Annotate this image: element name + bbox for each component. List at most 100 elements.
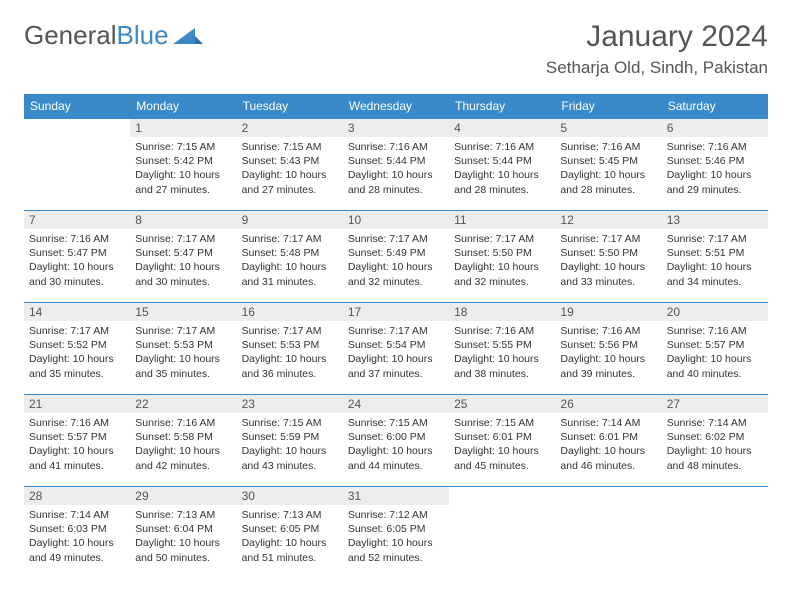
day-number: 15 [130,303,236,321]
calendar-day-cell [449,487,555,579]
day-number: 1 [130,119,236,137]
weekday-header: Tuesday [237,94,343,119]
location-subtitle: Setharja Old, Sindh, Pakistan [546,58,768,78]
day-number: 21 [24,395,130,413]
day-number: 28 [24,487,130,505]
calendar-day-cell: 21Sunrise: 7:16 AMSunset: 5:57 PMDayligh… [24,395,130,487]
day-number [24,119,130,137]
calendar-week-row: 14Sunrise: 7:17 AMSunset: 5:52 PMDayligh… [24,303,768,395]
day-number: 5 [555,119,661,137]
calendar-day-cell: 31Sunrise: 7:12 AMSunset: 6:05 PMDayligh… [343,487,449,579]
day-detail: Sunrise: 7:17 AMSunset: 5:51 PMDaylight:… [662,229,768,295]
day-detail: Sunrise: 7:14 AMSunset: 6:01 PMDaylight:… [555,413,661,479]
weekday-header: Sunday [24,94,130,119]
calendar-day-cell: 13Sunrise: 7:17 AMSunset: 5:51 PMDayligh… [662,211,768,303]
calendar-day-cell: 28Sunrise: 7:14 AMSunset: 6:03 PMDayligh… [24,487,130,579]
day-detail: Sunrise: 7:13 AMSunset: 6:05 PMDaylight:… [237,505,343,571]
calendar-week-row: 7Sunrise: 7:16 AMSunset: 5:47 PMDaylight… [24,211,768,303]
calendar-day-cell: 27Sunrise: 7:14 AMSunset: 6:02 PMDayligh… [662,395,768,487]
day-detail: Sunrise: 7:14 AMSunset: 6:03 PMDaylight:… [24,505,130,571]
day-detail: Sunrise: 7:14 AMSunset: 6:02 PMDaylight:… [662,413,768,479]
page-header: GeneralBlue January 2024 Setharja Old, S… [24,20,768,78]
day-number: 12 [555,211,661,229]
day-detail: Sunrise: 7:16 AMSunset: 5:55 PMDaylight:… [449,321,555,387]
day-detail: Sunrise: 7:15 AMSunset: 5:42 PMDaylight:… [130,137,236,203]
day-number: 22 [130,395,236,413]
calendar-week-row: 21Sunrise: 7:16 AMSunset: 5:57 PMDayligh… [24,395,768,487]
calendar-day-cell: 11Sunrise: 7:17 AMSunset: 5:50 PMDayligh… [449,211,555,303]
day-detail: Sunrise: 7:15 AMSunset: 6:01 PMDaylight:… [449,413,555,479]
logo-triangle-icon [173,26,203,44]
day-detail: Sunrise: 7:17 AMSunset: 5:48 PMDaylight:… [237,229,343,295]
day-number [662,487,768,505]
day-detail: Sunrise: 7:17 AMSunset: 5:50 PMDaylight:… [555,229,661,295]
day-detail: Sunrise: 7:16 AMSunset: 5:45 PMDaylight:… [555,137,661,203]
calendar-day-cell: 5Sunrise: 7:16 AMSunset: 5:45 PMDaylight… [555,119,661,211]
calendar-day-cell: 7Sunrise: 7:16 AMSunset: 5:47 PMDaylight… [24,211,130,303]
day-number [449,487,555,505]
calendar-day-cell: 12Sunrise: 7:17 AMSunset: 5:50 PMDayligh… [555,211,661,303]
calendar-day-cell: 10Sunrise: 7:17 AMSunset: 5:49 PMDayligh… [343,211,449,303]
day-number: 29 [130,487,236,505]
day-number: 7 [24,211,130,229]
calendar-day-cell: 25Sunrise: 7:15 AMSunset: 6:01 PMDayligh… [449,395,555,487]
day-detail: Sunrise: 7:16 AMSunset: 5:46 PMDaylight:… [662,137,768,203]
calendar-day-cell: 8Sunrise: 7:17 AMSunset: 5:47 PMDaylight… [130,211,236,303]
day-detail: Sunrise: 7:17 AMSunset: 5:53 PMDaylight:… [237,321,343,387]
day-number: 6 [662,119,768,137]
day-number: 14 [24,303,130,321]
day-detail: Sunrise: 7:17 AMSunset: 5:49 PMDaylight:… [343,229,449,295]
day-number: 2 [237,119,343,137]
month-title: January 2024 [546,20,768,54]
day-detail: Sunrise: 7:16 AMSunset: 5:56 PMDaylight:… [555,321,661,387]
day-number: 18 [449,303,555,321]
day-detail: Sunrise: 7:12 AMSunset: 6:05 PMDaylight:… [343,505,449,571]
day-number [555,487,661,505]
weekday-header: Friday [555,94,661,119]
calendar-day-cell: 2Sunrise: 7:15 AMSunset: 5:43 PMDaylight… [237,119,343,211]
title-block: January 2024 Setharja Old, Sindh, Pakist… [546,20,768,78]
calendar-day-cell [662,487,768,579]
weekday-header: Wednesday [343,94,449,119]
calendar-day-cell [24,119,130,211]
calendar-day-cell: 9Sunrise: 7:17 AMSunset: 5:48 PMDaylight… [237,211,343,303]
weekday-header-row: Sunday Monday Tuesday Wednesday Thursday… [24,94,768,119]
logo: GeneralBlue [24,20,203,51]
calendar-day-cell: 20Sunrise: 7:16 AMSunset: 5:57 PMDayligh… [662,303,768,395]
day-number: 20 [662,303,768,321]
day-detail: Sunrise: 7:15 AMSunset: 6:00 PMDaylight:… [343,413,449,479]
day-number: 23 [237,395,343,413]
day-detail: Sunrise: 7:17 AMSunset: 5:53 PMDaylight:… [130,321,236,387]
calendar-day-cell: 14Sunrise: 7:17 AMSunset: 5:52 PMDayligh… [24,303,130,395]
day-number: 30 [237,487,343,505]
day-number: 4 [449,119,555,137]
weekday-header: Monday [130,94,236,119]
calendar-day-cell: 19Sunrise: 7:16 AMSunset: 5:56 PMDayligh… [555,303,661,395]
day-detail: Sunrise: 7:17 AMSunset: 5:47 PMDaylight:… [130,229,236,295]
day-number: 8 [130,211,236,229]
calendar-day-cell [555,487,661,579]
day-detail: Sunrise: 7:17 AMSunset: 5:50 PMDaylight:… [449,229,555,295]
day-detail: Sunrise: 7:16 AMSunset: 5:58 PMDaylight:… [130,413,236,479]
day-number: 16 [237,303,343,321]
weekday-header: Thursday [449,94,555,119]
calendar-day-cell: 29Sunrise: 7:13 AMSunset: 6:04 PMDayligh… [130,487,236,579]
logo-text-2: Blue [117,20,169,51]
day-number: 31 [343,487,449,505]
day-number: 26 [555,395,661,413]
day-detail: Sunrise: 7:15 AMSunset: 5:43 PMDaylight:… [237,137,343,203]
weekday-header: Saturday [662,94,768,119]
calendar-day-cell: 30Sunrise: 7:13 AMSunset: 6:05 PMDayligh… [237,487,343,579]
day-detail: Sunrise: 7:17 AMSunset: 5:52 PMDaylight:… [24,321,130,387]
day-detail: Sunrise: 7:16 AMSunset: 5:44 PMDaylight:… [343,137,449,203]
calendar-day-cell: 6Sunrise: 7:16 AMSunset: 5:46 PMDaylight… [662,119,768,211]
logo-text-1: General [24,20,117,51]
calendar-day-cell: 17Sunrise: 7:17 AMSunset: 5:54 PMDayligh… [343,303,449,395]
day-number: 3 [343,119,449,137]
calendar-day-cell: 15Sunrise: 7:17 AMSunset: 5:53 PMDayligh… [130,303,236,395]
day-number: 9 [237,211,343,229]
calendar-week-row: 1Sunrise: 7:15 AMSunset: 5:42 PMDaylight… [24,119,768,211]
day-number: 19 [555,303,661,321]
calendar-day-cell: 24Sunrise: 7:15 AMSunset: 6:00 PMDayligh… [343,395,449,487]
day-number: 25 [449,395,555,413]
